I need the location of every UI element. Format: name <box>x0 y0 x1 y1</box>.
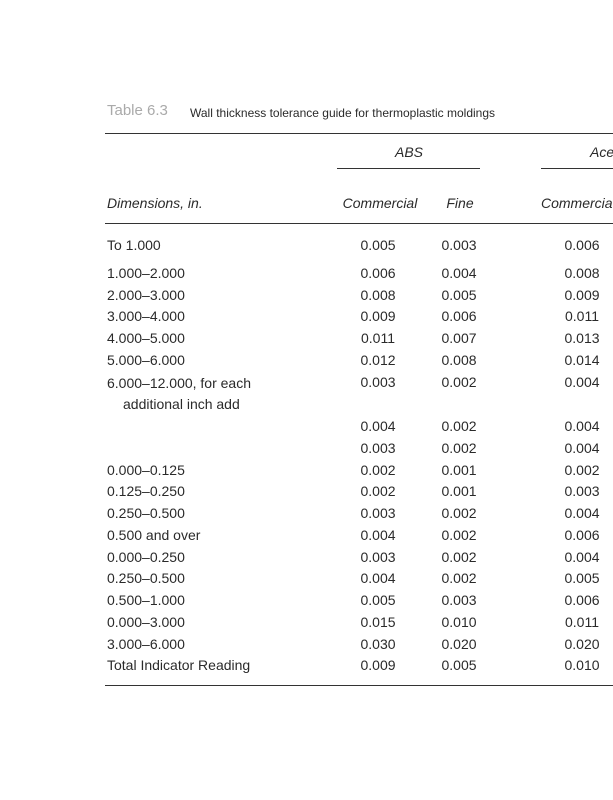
row-label: Total Indicator Reading <box>107 657 251 674</box>
cell: 0.010 <box>564 657 600 674</box>
cell: 0.003 <box>360 548 396 565</box>
cell: 0.002 <box>441 526 477 543</box>
cell: 0.013 <box>564 330 600 347</box>
header-rule <box>105 223 613 224</box>
row-label: To 1.000 <box>107 237 161 253</box>
cell: 0.002 <box>441 418 477 434</box>
group-header: ABS <box>394 144 424 160</box>
cell: 0.002 <box>441 439 477 456</box>
row-label: 6.000–12.000, for each additional inch a… <box>107 374 252 413</box>
cell: 0.005 <box>441 657 477 674</box>
cell: 0.009 <box>360 308 396 325</box>
bottom-rule <box>105 685 613 686</box>
row-label: 0.500–1.000 <box>107 592 185 608</box>
cell: 0.009 <box>564 286 600 303</box>
cell: 0.006 <box>360 265 396 281</box>
cell: 0.004 <box>564 439 600 456</box>
row-label: 0.000–0.250 <box>107 548 185 565</box>
row-label: 2.000–3.000 <box>107 286 185 303</box>
cell: 0.004 <box>564 373 600 390</box>
cell: 0.004 <box>441 265 477 281</box>
cell: 0.020 <box>441 635 477 652</box>
cell: 0.006 <box>564 237 600 253</box>
group-rule <box>541 168 613 169</box>
cell: 0.001 <box>441 461 477 478</box>
row-label: 0.250–0.500 <box>107 505 185 521</box>
cell: 0.003 <box>360 439 396 456</box>
cell: 0.004 <box>360 526 396 543</box>
cell: 0.002 <box>441 570 477 587</box>
cell: 0.020 <box>564 635 600 652</box>
cell: 0.003 <box>360 373 396 390</box>
row-label: 0.000–3.000 <box>107 613 185 630</box>
cell: 0.011 <box>361 330 395 347</box>
caption-text: Wall thickness tolerance guide for therm… <box>190 106 496 120</box>
top-rule <box>105 133 613 134</box>
cell: 0.004 <box>564 505 600 521</box>
cell: 0.006 <box>564 592 600 608</box>
row-label: 1.000–2.000 <box>107 265 185 281</box>
cell: 0.006 <box>441 308 477 325</box>
cell: 0.004 <box>564 548 600 565</box>
row-label: 0.125–0.250 <box>107 483 185 500</box>
cell: 0.002 <box>564 461 600 478</box>
row-label: 3.000–6.000 <box>107 635 185 652</box>
group-header: Ace <box>590 144 613 160</box>
cell: 0.003 <box>360 505 396 521</box>
cell: 0.002 <box>360 483 396 500</box>
cell: 0.005 <box>564 570 600 587</box>
cell: 0.010 <box>441 613 477 630</box>
row-label: 0.250–0.500 <box>107 570 185 587</box>
cell: 0.012 <box>360 351 396 368</box>
group-rule <box>337 168 480 169</box>
caption-label: Table 6.3 <box>107 102 168 119</box>
row-label: 3.000–4.000 <box>107 308 185 325</box>
cell: 0.006 <box>564 526 600 543</box>
row-label: 0.000–0.125 <box>107 461 185 478</box>
cell: 0.003 <box>441 592 477 608</box>
column-header: Commercial <box>342 195 418 211</box>
column-header: Commercia <box>541 195 613 211</box>
cell: 0.003 <box>564 483 600 500</box>
cell: 0.003 <box>441 237 477 253</box>
cell: 0.015 <box>360 613 396 630</box>
cell: 0.002 <box>441 505 477 521</box>
column-header: Fine <box>446 195 474 211</box>
cell: 0.008 <box>360 286 396 303</box>
cell: 0.004 <box>360 418 396 434</box>
row-label: 5.000–6.000 <box>107 351 185 368</box>
cell: 0.008 <box>564 265 600 281</box>
column-header: Dimensions, in. <box>107 195 203 211</box>
cell: 0.004 <box>360 570 396 587</box>
cell: 0.002 <box>441 548 477 565</box>
row-label: 4.000–5.000 <box>107 330 185 347</box>
cell: 0.011 <box>565 308 599 325</box>
cell: 0.005 <box>360 592 396 608</box>
cell: 0.008 <box>441 351 477 368</box>
cell: 0.009 <box>360 657 396 674</box>
cell: 0.014 <box>564 351 600 368</box>
cell: 0.005 <box>360 237 396 253</box>
cell: 0.005 <box>441 286 477 303</box>
row-label: 0.500 and over <box>107 526 201 543</box>
cell: 0.030 <box>360 635 396 652</box>
cell: 0.002 <box>360 461 396 478</box>
cell: 0.004 <box>564 418 600 434</box>
cell: 0.007 <box>441 330 477 347</box>
cell: 0.001 <box>441 483 477 500</box>
cell: 0.002 <box>441 373 477 390</box>
cell: 0.011 <box>565 613 599 630</box>
